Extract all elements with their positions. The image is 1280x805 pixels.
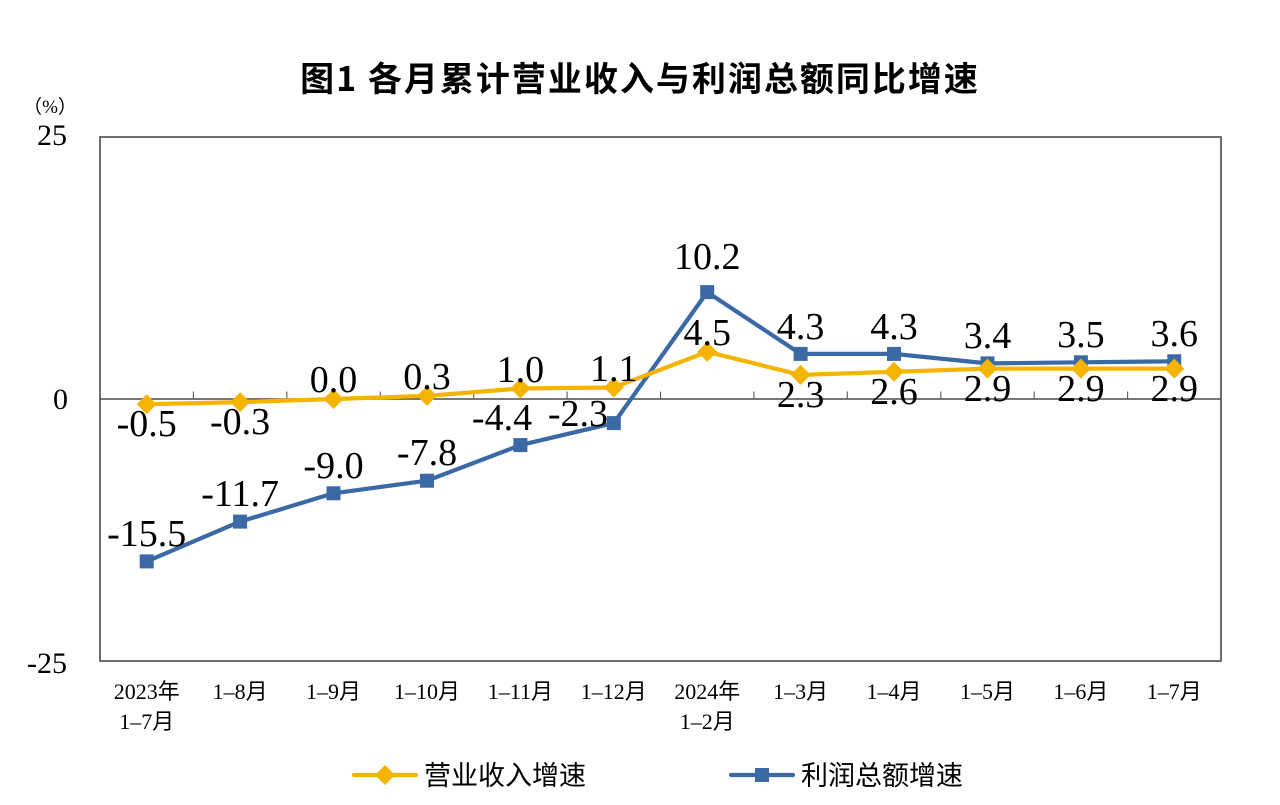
- svg-text:-11.7: -11.7: [201, 473, 279, 515]
- svg-text:-9.0: -9.0: [303, 445, 363, 487]
- svg-text:-7.8: -7.8: [397, 432, 457, 474]
- svg-text:3.6: 3.6: [1151, 313, 1199, 355]
- svg-text:3.5: 3.5: [1057, 314, 1105, 356]
- svg-text:1–7月: 1–7月: [119, 709, 174, 734]
- svg-text:1–9月: 1–9月: [306, 679, 361, 704]
- svg-text:1–8月: 1–8月: [213, 679, 268, 704]
- svg-text:1.1: 1.1: [590, 348, 638, 390]
- svg-text:2.3: 2.3: [777, 374, 825, 416]
- svg-text:1–10月: 1–10月: [394, 679, 460, 704]
- svg-text:1–6月: 1–6月: [1053, 679, 1108, 704]
- svg-text:2024年: 2024年: [674, 679, 740, 704]
- svg-text:3.4: 3.4: [964, 315, 1012, 357]
- svg-text:4.3: 4.3: [777, 306, 825, 348]
- svg-text:-25: -25: [27, 647, 67, 680]
- svg-text:-2.3: -2.3: [548, 393, 608, 435]
- svg-text:25: 25: [37, 119, 67, 152]
- svg-text:0.3: 0.3: [403, 356, 451, 398]
- svg-text:2.6: 2.6: [870, 371, 918, 413]
- svg-text:4.3: 4.3: [870, 306, 918, 348]
- svg-text:-15.5: -15.5: [107, 513, 186, 555]
- svg-text:营业收入增速: 营业收入增速: [424, 754, 586, 793]
- svg-text:1–11月: 1–11月: [488, 679, 553, 704]
- svg-text:4.5: 4.5: [683, 312, 731, 354]
- svg-text:2.9: 2.9: [1151, 368, 1199, 410]
- svg-text:1–12月: 1–12月: [581, 679, 647, 704]
- svg-text:1.0: 1.0: [497, 349, 545, 391]
- svg-text:1–7月: 1–7月: [1147, 679, 1202, 704]
- svg-text:-0.3: -0.3: [210, 401, 270, 443]
- svg-text:1–2月: 1–2月: [680, 709, 735, 734]
- svg-text:2023年: 2023年: [114, 679, 180, 704]
- svg-text:10.2: 10.2: [674, 236, 741, 278]
- svg-text:利润总额增速: 利润总额增速: [801, 754, 963, 793]
- svg-text:2.9: 2.9: [964, 368, 1012, 410]
- svg-text:1–3月: 1–3月: [773, 679, 828, 704]
- svg-text:2.9: 2.9: [1057, 368, 1105, 410]
- svg-text:1–4月: 1–4月: [866, 679, 921, 704]
- svg-text:-4.4: -4.4: [472, 397, 532, 439]
- svg-text:0.0: 0.0: [310, 359, 358, 401]
- svg-text:0: 0: [53, 383, 68, 416]
- svg-text:1–5月: 1–5月: [960, 679, 1015, 704]
- svg-text:-0.5: -0.5: [117, 403, 177, 445]
